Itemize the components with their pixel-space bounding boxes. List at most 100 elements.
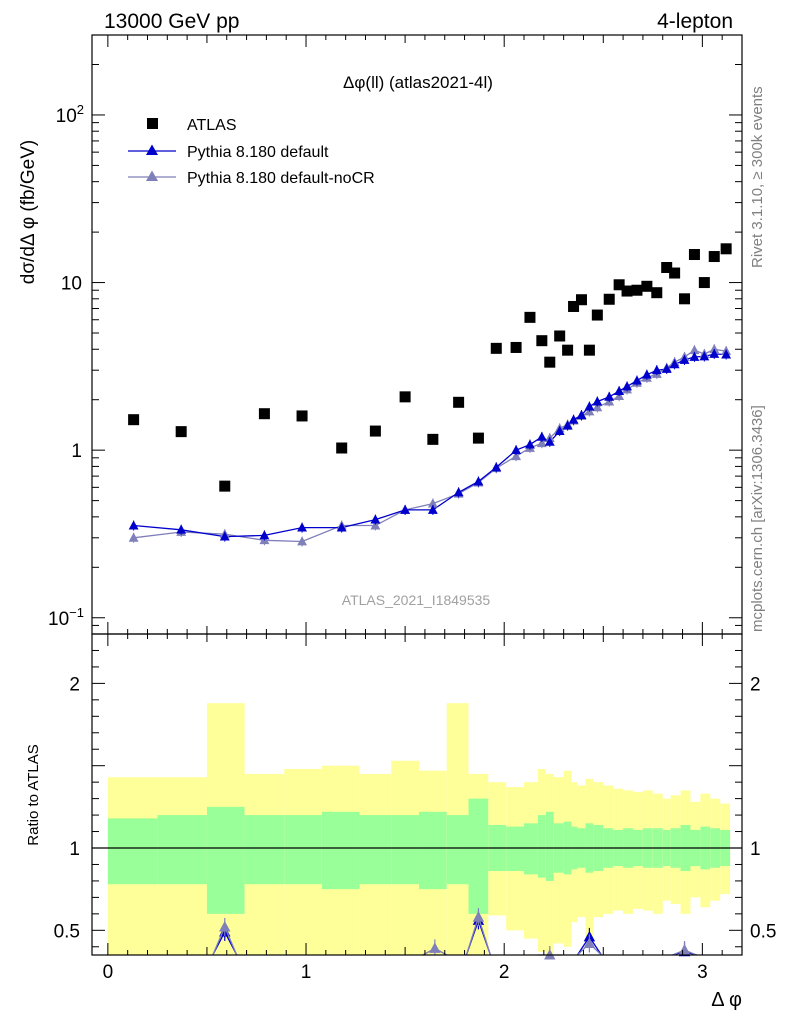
data-point-atlas: [336, 442, 348, 454]
ratio-point: [429, 942, 441, 953]
data-point-pythia-nocr: [370, 520, 381, 530]
ratio-point: [219, 921, 231, 932]
data-point-atlas: [453, 396, 465, 408]
inner-band-bin: [506, 826, 525, 872]
data-point-pythia-default: [259, 530, 270, 540]
data-point-atlas: [490, 342, 502, 354]
data-point-atlas: [399, 391, 411, 403]
inner-band-bin: [359, 815, 392, 885]
data-point-pythia-nocr: [427, 498, 438, 508]
y-tick-label: 102: [56, 102, 84, 127]
data-point-pythia-default: [679, 354, 690, 364]
legend-pythia-nocr-label: Pythia 8.180 default-noCR: [187, 170, 375, 187]
ratio-point: [678, 944, 691, 955]
data-point-atlas: [621, 285, 633, 297]
data-point-pythia-default: [427, 504, 438, 514]
data-point-pythia-default: [604, 391, 615, 401]
data-point-pythia-default: [453, 487, 464, 497]
data-point-atlas: [661, 261, 673, 273]
data-point-pythia-default: [721, 349, 732, 359]
data-point-pythia-default: [709, 348, 720, 358]
data-point-pythia-default: [525, 439, 535, 449]
x-tick-label: 0: [103, 962, 114, 983]
x-tick-label: 2: [499, 962, 510, 983]
data-point-pythia-default: [622, 381, 633, 391]
data-point-atlas: [679, 293, 691, 305]
data-point-pythia-default: [651, 364, 662, 375]
y-axis-label: dσ/dΔ φ (fb/GeV): [18, 140, 39, 284]
legend: ATLAS Pythia 8.180 default Pythia 8.180 …: [128, 117, 375, 187]
legend-item-pythia-nocr: Pythia 8.180 default-noCR: [128, 170, 375, 187]
ratio-y-axis-label: Ratio to ATLAS: [25, 744, 42, 845]
data-point-pythia-default: [562, 420, 573, 430]
header-left-label: 13000 GeV pp: [104, 10, 239, 33]
data-point-atlas: [369, 425, 381, 437]
data-point-atlas: [688, 249, 700, 261]
data-point-atlas: [613, 279, 625, 291]
data-point-atlas: [219, 480, 231, 492]
data-point-pythia-nocr: [297, 536, 308, 546]
data-point-atlas: [641, 280, 653, 292]
inner-band-bin: [107, 818, 158, 885]
inner-band-bin: [446, 815, 469, 885]
data-point-atlas: [524, 311, 536, 323]
data-point-atlas: [575, 294, 587, 306]
ratio-frame: [91, 633, 743, 956]
analysis-tag: ATLAS_2021_I1849535: [342, 592, 491, 608]
axis-ticks: 0 1 2 3 10−1 1 10 102 0.5 0.5 1 1 2 2: [48, 34, 776, 983]
inner-band-bin: [157, 815, 207, 885]
data-point-atlas: [591, 309, 603, 321]
ratio-y-tick-label-right: 2: [750, 674, 761, 695]
y-tick-label: 10−1: [48, 605, 84, 630]
data-point-pythia-default: [669, 359, 680, 369]
data-point-pythia-default: [576, 409, 587, 419]
ratio-point: [583, 937, 596, 948]
ratio-uncertainty-bands: [107, 703, 731, 955]
data-point-pythia-nocr: [128, 532, 139, 542]
y-tick-label: 10: [61, 274, 82, 295]
data-point-pythia-default: [592, 396, 603, 406]
x-tick-label: 1: [301, 962, 312, 983]
data-point-pythia-default: [297, 522, 308, 532]
inner-band-bin: [206, 806, 245, 914]
data-point-atlas: [708, 251, 720, 263]
data-point-pythia-default: [511, 444, 522, 455]
data-point-atlas: [651, 287, 663, 299]
inner-band-bin: [468, 798, 489, 914]
data-point-atlas: [472, 432, 484, 444]
data-point-pythia-default: [400, 504, 411, 514]
inner-band-bin: [321, 811, 360, 890]
data-point-atlas: [427, 433, 439, 445]
inner-band-bin: [545, 811, 554, 881]
ratio-y-tick-label-right: 1: [750, 839, 761, 860]
y-tick-label: 1: [71, 441, 82, 462]
data-point-atlas: [128, 414, 140, 426]
legend-atlas-label: ATLAS: [187, 117, 237, 134]
legend-item-atlas: ATLAS: [147, 117, 237, 134]
data-point-pythia-default: [544, 436, 555, 446]
data-point-atlas: [562, 344, 574, 356]
header-right-label: 4-lepton: [657, 10, 733, 33]
data-point-atlas: [720, 243, 732, 255]
data-point-pythia-default: [614, 385, 625, 396]
ratio-y-tick-label-left: 2: [69, 674, 80, 695]
ratio-point: [472, 911, 485, 922]
inner-band-bin: [418, 811, 447, 890]
data-point-pythia-nocr: [536, 438, 547, 448]
data-point-atlas: [568, 300, 580, 312]
data-point-atlas: [296, 410, 308, 422]
ratio-point: [544, 949, 556, 960]
data-point-atlas: [554, 330, 566, 342]
legend-pythia-default-label: Pythia 8.180 default: [187, 144, 329, 161]
legend-pythia-default-marker: [146, 144, 158, 155]
data-point-pythia-default: [554, 425, 565, 435]
data-point-pythia-nocr: [709, 344, 720, 354]
data-point-pythia-default: [689, 351, 700, 361]
data-point-atlas: [544, 356, 556, 368]
ratio-y-tick-label-left: 1: [69, 839, 80, 860]
inner-band-bin: [391, 815, 419, 885]
data-point-atlas: [536, 335, 548, 347]
data-point-pythia-default: [699, 351, 710, 361]
ratio-y-tick-label-right: 0.5: [750, 921, 776, 942]
